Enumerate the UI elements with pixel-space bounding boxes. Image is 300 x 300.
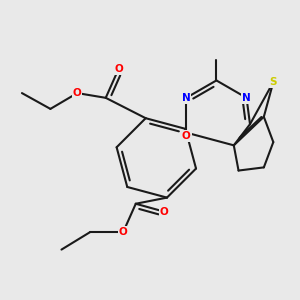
Text: N: N: [242, 93, 251, 103]
Text: O: O: [114, 64, 123, 74]
Text: O: O: [182, 131, 191, 141]
Text: N: N: [182, 93, 191, 103]
Text: O: O: [160, 207, 169, 217]
Text: O: O: [119, 227, 128, 237]
Text: O: O: [73, 88, 82, 98]
Text: S: S: [270, 77, 277, 87]
